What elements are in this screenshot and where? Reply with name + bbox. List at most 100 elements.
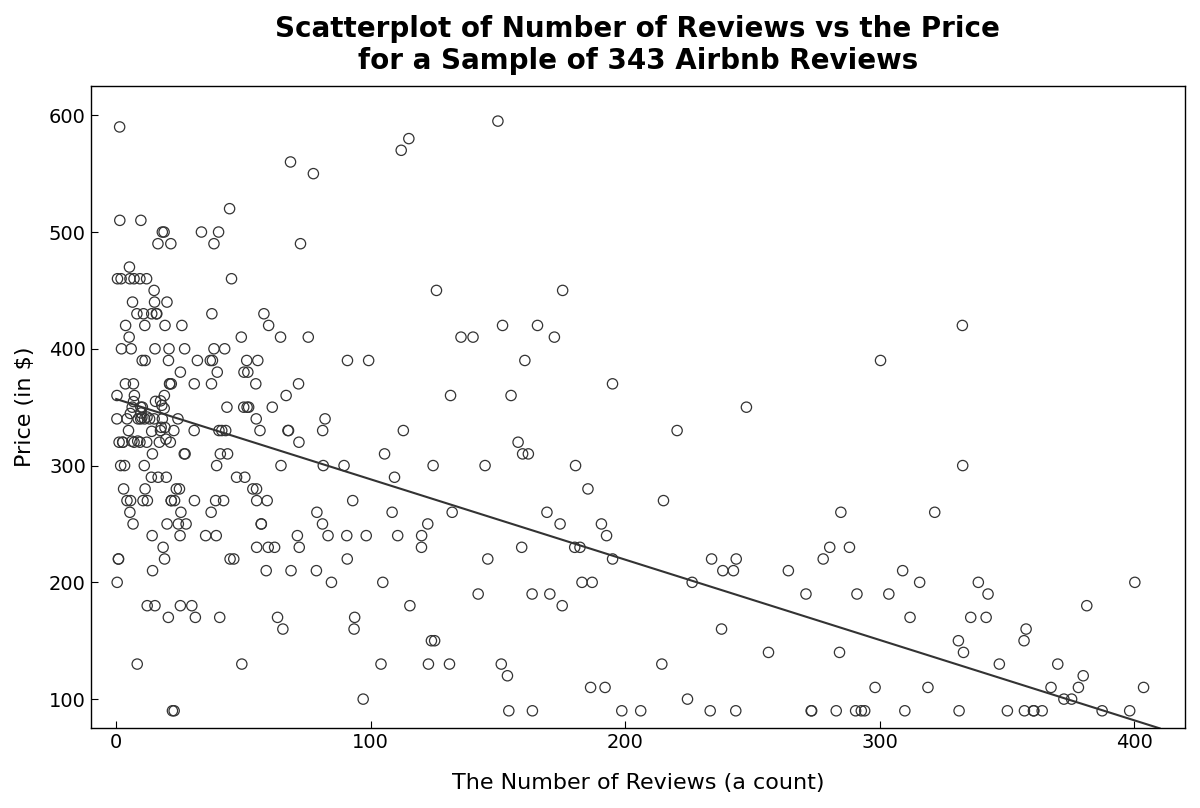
- Point: [288, 529, 307, 542]
- Point: [107, 412, 126, 425]
- Point: [152, 412, 172, 425]
- Point: [142, 425, 161, 438]
- Point: [1134, 681, 1153, 694]
- Point: [151, 394, 170, 407]
- Point: [514, 448, 533, 461]
- Point: [374, 448, 394, 461]
- Point: [1048, 658, 1067, 671]
- Point: [112, 459, 131, 472]
- Point: [278, 424, 298, 437]
- Point: [247, 482, 266, 495]
- Point: [196, 529, 215, 542]
- Point: [182, 600, 202, 612]
- Point: [299, 330, 318, 343]
- Point: [322, 576, 341, 589]
- Point: [185, 377, 204, 390]
- Point: [221, 553, 240, 566]
- Point: [713, 564, 732, 577]
- Point: [498, 669, 517, 682]
- Point: [612, 705, 631, 718]
- Point: [109, 436, 128, 448]
- Point: [203, 354, 222, 367]
- Point: [346, 611, 365, 624]
- Point: [258, 494, 277, 507]
- Point: [582, 576, 601, 589]
- Point: [238, 401, 257, 414]
- Point: [758, 646, 778, 659]
- Point: [1024, 705, 1043, 718]
- Point: [953, 319, 972, 332]
- Point: [802, 705, 821, 718]
- Point: [856, 705, 875, 718]
- Point: [211, 448, 230, 461]
- Point: [121, 494, 140, 507]
- Point: [401, 600, 420, 612]
- Point: [124, 377, 143, 390]
- Point: [168, 412, 187, 425]
- Point: [136, 354, 155, 367]
- Point: [282, 564, 301, 577]
- Point: [246, 377, 265, 390]
- Point: [551, 517, 570, 530]
- Point: [354, 692, 373, 705]
- Point: [143, 529, 162, 542]
- Point: [412, 541, 431, 553]
- Point: [115, 459, 134, 472]
- Point: [307, 564, 326, 577]
- Point: [161, 436, 180, 448]
- Point: [137, 272, 156, 285]
- Point: [440, 389, 460, 402]
- Point: [518, 448, 538, 461]
- Point: [440, 658, 460, 671]
- Point: [128, 435, 148, 448]
- Point: [155, 225, 174, 238]
- Point: [522, 587, 541, 600]
- Point: [463, 330, 482, 343]
- Point: [252, 517, 271, 530]
- Point: [581, 681, 600, 694]
- Point: [391, 144, 410, 157]
- Point: [146, 395, 166, 408]
- Point: [523, 705, 542, 718]
- Point: [247, 494, 266, 507]
- Point: [271, 330, 290, 343]
- Point: [200, 354, 220, 367]
- Point: [499, 705, 518, 718]
- Point: [116, 319, 136, 332]
- Point: [121, 407, 140, 420]
- Point: [832, 506, 851, 519]
- Point: [565, 541, 584, 553]
- Point: [175, 448, 194, 461]
- Point: [140, 412, 160, 425]
- Point: [304, 167, 323, 180]
- Point: [388, 529, 407, 542]
- Point: [145, 343, 164, 356]
- Point: [1016, 623, 1036, 636]
- Point: [187, 354, 206, 367]
- Point: [156, 433, 175, 446]
- Point: [316, 412, 335, 425]
- Point: [830, 646, 850, 659]
- Point: [335, 459, 354, 472]
- Point: [131, 401, 150, 414]
- Point: [206, 529, 226, 542]
- Point: [443, 506, 462, 519]
- Point: [1032, 705, 1051, 718]
- Point: [949, 705, 968, 718]
- Point: [157, 296, 176, 309]
- Point: [276, 389, 295, 402]
- Point: [880, 587, 899, 600]
- Point: [978, 587, 997, 600]
- Point: [238, 354, 257, 367]
- Point: [307, 506, 326, 519]
- Point: [109, 553, 128, 566]
- Point: [566, 459, 586, 472]
- Point: [192, 225, 211, 238]
- Point: [265, 541, 284, 553]
- Point: [170, 529, 190, 542]
- Point: [232, 330, 251, 343]
- Point: [893, 564, 912, 577]
- Point: [235, 471, 254, 484]
- Point: [247, 541, 266, 553]
- Point: [1074, 669, 1093, 682]
